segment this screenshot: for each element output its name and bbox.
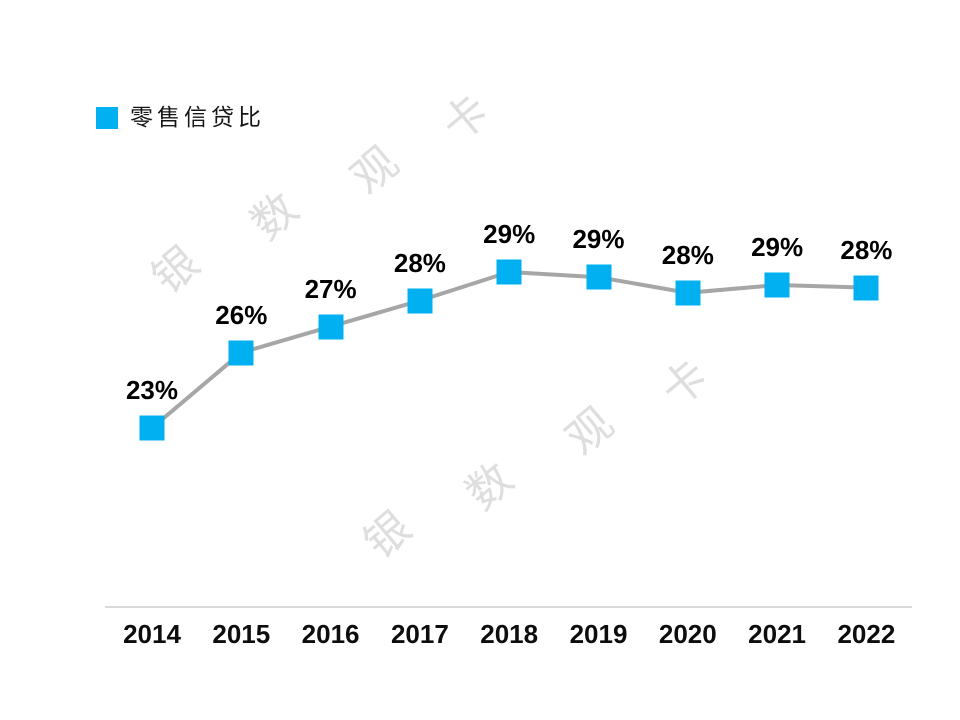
data-point-marker [496, 259, 522, 285]
data-point-label: 26% [215, 299, 268, 330]
data-point-marker [139, 415, 165, 441]
data-point-label: 28% [393, 247, 446, 278]
data-point-label: 29% [572, 224, 625, 255]
legend: 零售信贷比 [96, 106, 265, 129]
x-axis-tick-label: 2020 [658, 619, 717, 649]
data-point-marker [228, 340, 254, 366]
data-point-marker [586, 264, 611, 290]
data-point-marker [764, 272, 790, 298]
data-point-marker [318, 314, 344, 340]
legend-swatch [96, 106, 118, 129]
data-point-label: 29% [483, 219, 536, 249]
x-axis-tick-label: 2018 [480, 619, 539, 649]
legend-label: 零售信贷比 [130, 104, 265, 130]
x-axis-line [105, 606, 912, 608]
x-axis-tick-label: 2019 [569, 619, 628, 649]
x-axis-tick-label: 2015 [212, 619, 271, 649]
data-point-marker [675, 280, 701, 306]
x-axis-tick-label: 2014 [123, 619, 181, 649]
data-point-label: 28% [661, 239, 714, 270]
data-point-marker [407, 288, 433, 314]
data-point-label: 27% [304, 273, 357, 304]
x-axis-tick-label: 2017 [390, 619, 449, 649]
data-point-marker [853, 275, 879, 301]
data-point-label: 23% [125, 375, 179, 405]
x-axis-tick-label: 2021 [748, 619, 807, 649]
data-point-label: 28% [840, 234, 893, 265]
x-axis-tick-label: 2016 [301, 619, 360, 649]
data-point-label: 29% [751, 232, 804, 262]
x-axis-tick-label: 2022 [837, 619, 896, 649]
